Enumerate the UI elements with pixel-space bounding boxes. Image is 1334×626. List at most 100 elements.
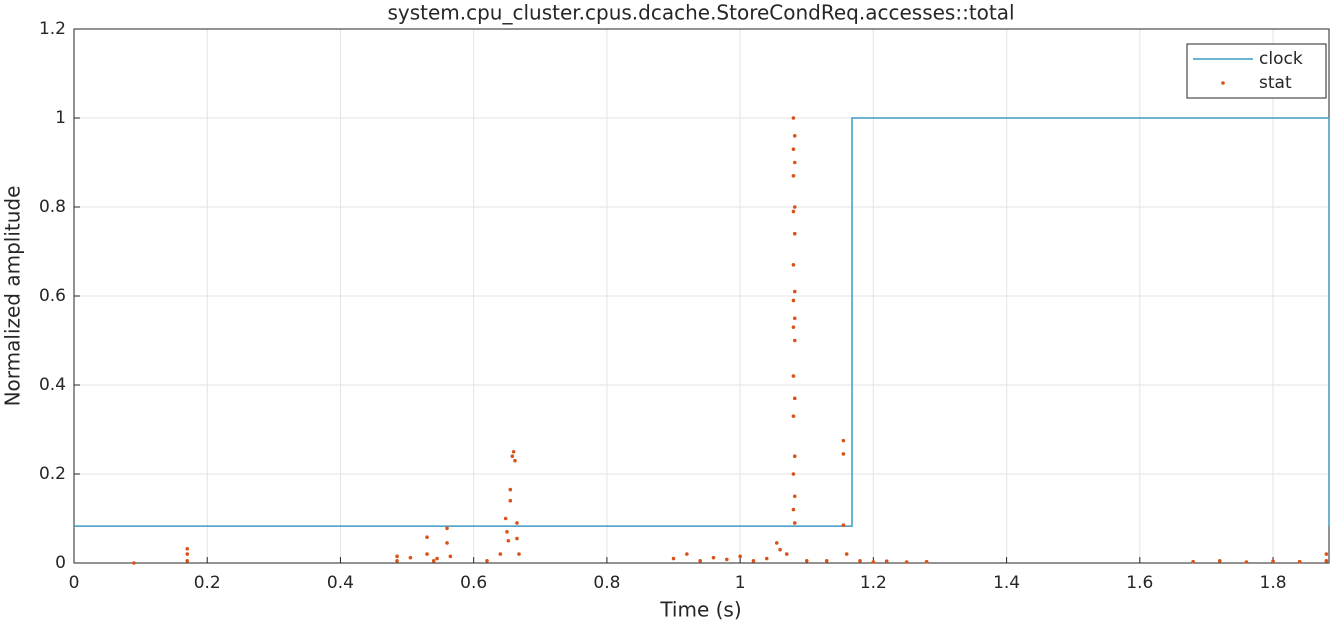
y-tick-label: 0.6: [39, 286, 66, 306]
stat-point: [1191, 559, 1195, 564]
stat-point: [408, 555, 413, 560]
x-tick-label: 1: [735, 573, 746, 593]
x-tick-label: 1.4: [993, 573, 1020, 593]
stat-point: [884, 559, 889, 564]
stat-point: [510, 454, 515, 459]
stat-point: [841, 452, 846, 456]
legend-swatch: [1221, 81, 1225, 85]
stat-point: [792, 160, 797, 165]
stat-point: [778, 547, 782, 552]
stat-point: [395, 558, 399, 563]
stat-point: [924, 559, 929, 564]
x-tick-label: 0.4: [327, 573, 354, 593]
x-tick-label: 1.8: [1260, 573, 1287, 593]
stat-point: [791, 174, 796, 178]
stat-point: [506, 538, 511, 543]
stat-point: [871, 560, 876, 564]
x-tick-label: 0.2: [194, 573, 221, 593]
stat-point: [425, 535, 429, 539]
stat-point: [841, 523, 846, 527]
stat-point: [517, 552, 521, 556]
stat-point: [185, 546, 190, 551]
stat-point: [515, 536, 519, 541]
stat-point: [824, 558, 829, 563]
stat-point: [791, 325, 796, 329]
y-tick-label: 0.2: [39, 464, 66, 484]
stat-point: [792, 454, 797, 459]
legend-label: clock: [1259, 49, 1303, 69]
stat-point: [791, 147, 796, 151]
stat-point: [445, 526, 449, 531]
stat-point: [431, 558, 436, 563]
stat-point: [791, 263, 796, 267]
x-tick-label: 1.2: [860, 573, 887, 593]
stat-point: [671, 556, 676, 561]
stat-point: [508, 487, 513, 492]
stat-point: [792, 521, 797, 525]
legend-box: [1186, 43, 1327, 99]
stat-point: [751, 558, 756, 563]
stat-point: [448, 554, 453, 559]
stat-point: [485, 558, 489, 563]
stat-point: [792, 289, 797, 294]
stat-point: [792, 338, 797, 343]
y-axis-label: Normalized amplitude: [1, 186, 25, 407]
stat-point: [791, 116, 796, 120]
stat-point: [513, 458, 517, 463]
stat-point: [508, 498, 513, 503]
stat-point: [792, 396, 797, 401]
stat-point: [132, 561, 136, 565]
stat-point: [1271, 559, 1275, 564]
x-tick-label: 1.6: [1126, 573, 1153, 593]
stat-point: [904, 560, 909, 564]
stat-point: [1324, 552, 1329, 556]
stat-point: [791, 298, 796, 303]
stat-point: [791, 414, 796, 418]
stat-point: [791, 507, 796, 512]
stat-point: [185, 552, 190, 556]
legend-label: stat: [1259, 73, 1292, 93]
x-tick-label: 0.8: [593, 573, 620, 593]
stat-point: [792, 205, 797, 209]
stat-point: [858, 558, 862, 563]
stat-point: [791, 472, 796, 476]
stat-point: [792, 316, 797, 321]
stat-point: [784, 552, 789, 556]
stat-point: [698, 558, 702, 563]
stat-point: [792, 494, 797, 499]
stat-point: [185, 558, 190, 563]
y-tick-label: 1.2: [39, 19, 66, 39]
stat-point: [725, 557, 729, 562]
stat-point: [505, 530, 509, 534]
x-tick-label: 0.6: [460, 573, 487, 593]
stat-point: [804, 558, 809, 563]
stat-point: [445, 541, 449, 545]
x-axis-label: Time (s): [659, 598, 741, 622]
y-tick-label: 1: [55, 108, 66, 128]
stat-point: [1244, 560, 1249, 564]
stat-point: [1217, 558, 1222, 563]
stat-point: [395, 554, 399, 559]
stat-point: [792, 231, 797, 236]
stat-point: [498, 552, 503, 556]
stat-point: [1297, 559, 1302, 564]
stat-point: [711, 555, 716, 560]
stat-point: [425, 552, 429, 556]
stat-point: [764, 556, 769, 561]
stat-point: [774, 541, 779, 545]
stat-point: [685, 552, 689, 556]
stat-point: [791, 374, 796, 378]
stat-point: [515, 521, 519, 525]
stat-point: [511, 449, 516, 454]
stat-point: [503, 516, 508, 521]
stat-point: [844, 552, 849, 556]
stat-point: [435, 556, 439, 561]
y-tick-label: 0: [55, 553, 66, 573]
clock-line: [74, 117, 1330, 527]
stat-point: [791, 209, 796, 214]
y-tick-label: 0.8: [39, 197, 66, 217]
y-tick-label: 0.4: [39, 375, 66, 395]
stat-point: [1324, 558, 1329, 563]
stat-point: [738, 554, 742, 559]
